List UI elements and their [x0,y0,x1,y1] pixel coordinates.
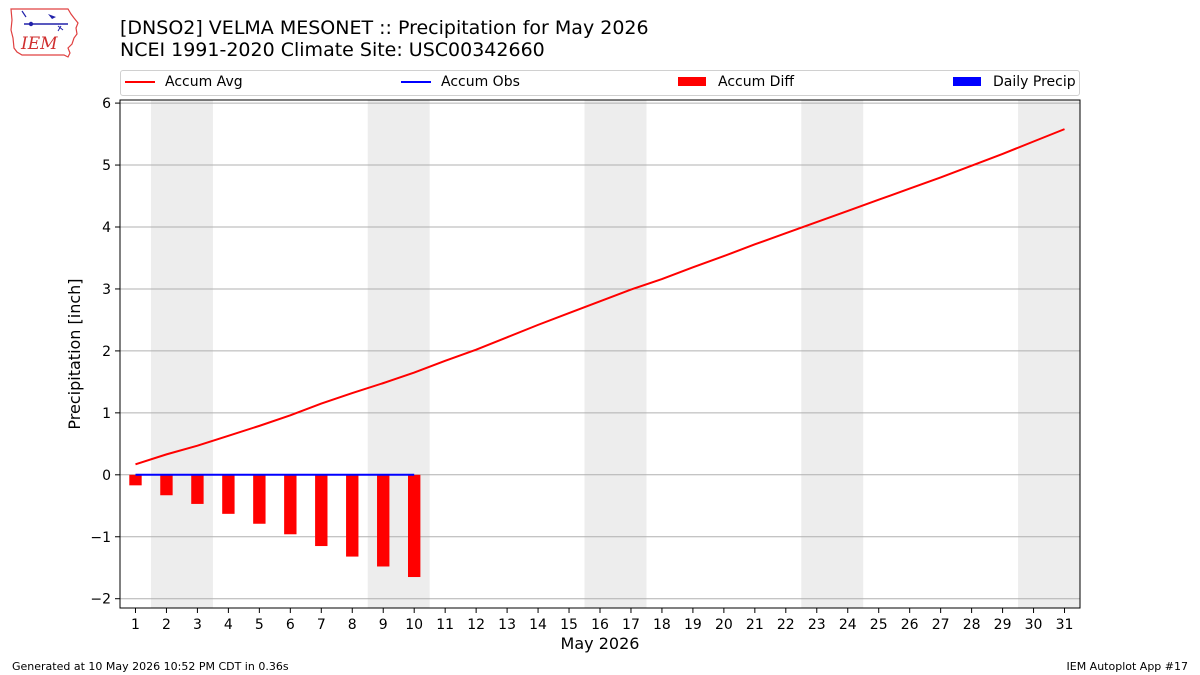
bar-accum-diff [253,474,266,524]
x-tick-label: 29 [994,617,1012,633]
bar-accum-diff [315,474,328,547]
x-tick-label: 22 [777,617,795,633]
x-axis-label: May 2026 [561,634,640,653]
weekend-band-4 [1018,100,1080,608]
y-tick-label: −1 [90,530,111,546]
weekend-band-2 [584,100,647,608]
plot-frame [119,99,1081,609]
x-tick-label: 12 [467,617,485,633]
footer-app: IEM Autoplot App #17 [1066,660,1189,673]
x-tick-label: 14 [529,617,547,633]
legend-label-accum-obs: Accum Obs [441,74,520,90]
x-tick-label: 28 [963,617,981,633]
x-tick-label: 26 [901,617,919,633]
y-tick-label: 2 [102,344,111,360]
x-tick-label: 5 [255,617,264,633]
bar-accum-diff [129,474,142,486]
x-tick-label: 18 [653,617,671,633]
y-tick-label: 1 [102,406,111,422]
x-tick-label: 31 [1056,617,1074,633]
x-tick-label: 27 [932,617,950,633]
x-tick-label: 7 [317,617,326,633]
x-tick-label: 13 [498,617,516,633]
iowa-outline [10,8,79,58]
x-tick-label: 16 [591,617,609,633]
line-accum-avg [135,128,1065,466]
x-tick-label: 3 [193,617,202,633]
x-tick-label: 17 [622,617,640,633]
logo-text: IEM [20,34,58,54]
x-tick-label: 2 [162,617,171,633]
y-tick-label: −2 [90,592,111,608]
y-tick-label: 6 [102,96,111,112]
bar-accum-diff [377,474,390,567]
x-tick-label: 24 [839,617,857,633]
legend-swatch-accum-diff [678,77,706,86]
x-tick-label: 9 [379,617,388,633]
x-tick-label: 19 [684,617,702,633]
x-tick-label: 11 [436,617,454,633]
y-axis-label: Precipitation [inch] [65,278,84,429]
y-tick-label: 3 [102,282,111,298]
chart-subtitle: NCEI 1991-2020 Climate Site: USC00342660 [120,39,545,61]
x-tick-label: 1 [131,617,140,633]
y-tick-label: 0 [102,468,111,484]
y-tick-label: 5 [102,158,111,174]
x-tick-label: 25 [870,617,888,633]
x-tick-label: 23 [808,617,826,633]
bar-accum-diff [160,474,173,496]
legend-label-accum-avg: Accum Avg [165,74,243,90]
x-tick-label: 10 [405,617,423,633]
weekend-band-3 [801,100,864,608]
iem-logo: IEM [10,8,79,58]
bar-accum-diff [191,474,204,504]
x-tick-label: 15 [560,617,578,633]
x-tick-label: 30 [1025,617,1043,633]
x-tick-label: 4 [224,617,233,633]
x-tick-label: 21 [746,617,764,633]
bar-accum-diff [222,474,235,514]
footer-generated: Generated at 10 May 2026 10:52 PM CDT in… [12,660,289,673]
legend-swatch-daily-precip [953,77,981,86]
x-tick-label: 6 [286,617,295,633]
bar-accum-diff [346,474,359,557]
legend-swatch-accum-obs [401,81,431,83]
legend: Accum Avg Accum Obs Accum Diff Daily Pre… [120,70,1080,96]
x-tick-label: 20 [715,617,733,633]
bar-accum-diff [408,474,421,578]
legend-label-daily-precip: Daily Precip [993,74,1076,90]
y-tick-label: 4 [102,220,111,236]
bar-accum-diff [284,474,297,535]
chart-title: [DNSO2] VELMA MESONET :: Precipitation f… [120,17,649,39]
x-tick-label: 8 [348,617,357,633]
weekend-band-0 [150,100,213,608]
legend-swatch-accum-avg [125,81,155,83]
legend-label-accum-diff: Accum Diff [718,74,795,90]
